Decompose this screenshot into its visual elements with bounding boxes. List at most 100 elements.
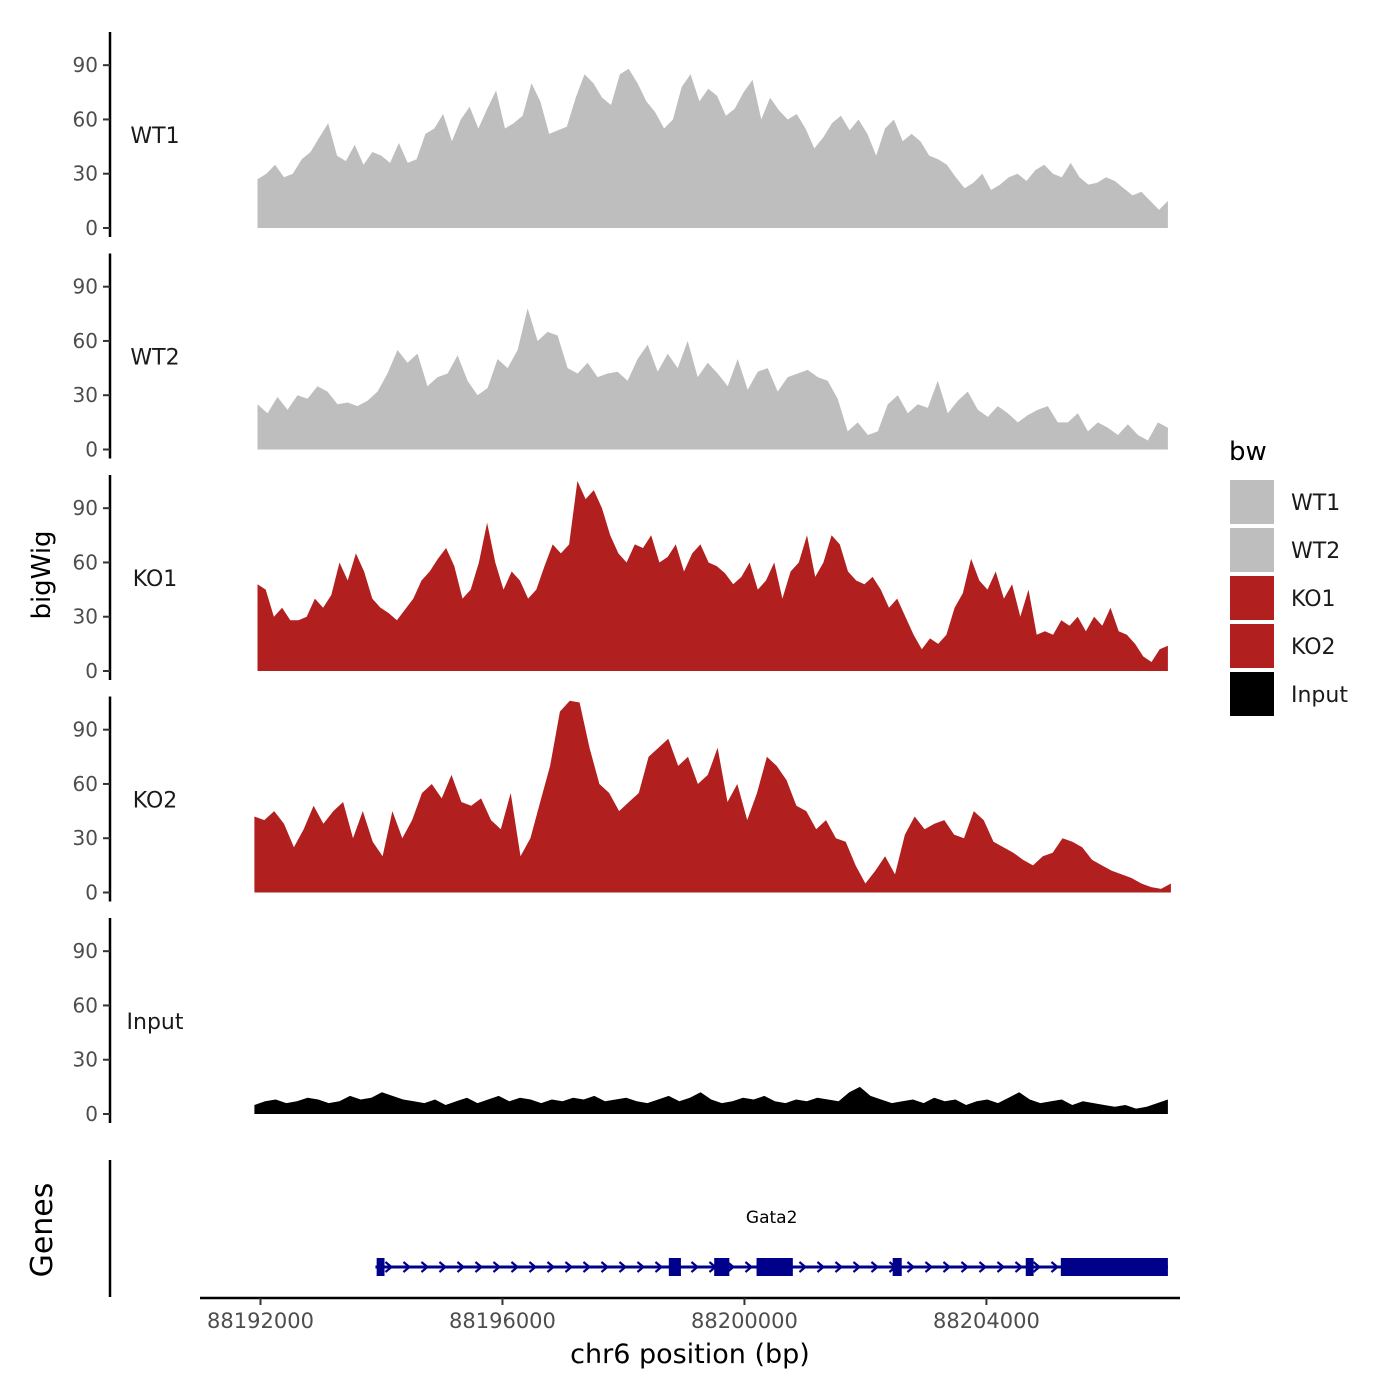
gene-label: Gata2 — [746, 1208, 798, 1228]
gene-exon — [714, 1258, 730, 1276]
gene-track: Gata2 — [108, 1160, 1168, 1297]
legend-item-ko1: KO1 — [1230, 576, 1336, 620]
legend-label: KO2 — [1291, 635, 1336, 660]
strand-arrow — [402, 1261, 412, 1273]
signal-area-wt1 — [257, 68, 1168, 228]
strand-arrow — [816, 1261, 826, 1273]
y-tick-label: 60 — [73, 772, 98, 796]
strand-arrow — [726, 1261, 736, 1273]
legend-label: KO1 — [1291, 587, 1336, 612]
y-tick-label: 60 — [73, 550, 98, 574]
y-tick-label: 30 — [73, 383, 98, 407]
y-tick-label: 90 — [73, 939, 98, 963]
legend-item-ko2: KO2 — [1230, 624, 1336, 668]
y-tick-label: 30 — [73, 1048, 98, 1072]
y-tick-label: 30 — [73, 162, 98, 186]
strand-arrow — [906, 1261, 916, 1273]
strand-arrow — [600, 1261, 610, 1273]
strand-arrow — [510, 1261, 520, 1273]
strand-arrow — [798, 1261, 808, 1273]
strand-arrow — [1050, 1261, 1060, 1273]
strand-arrow — [852, 1261, 862, 1273]
legend-item-wt1: WT1 — [1230, 480, 1340, 524]
x-axis-title: chr6 position (bp) — [570, 1339, 810, 1370]
strand-arrow — [1014, 1261, 1024, 1273]
panel-label: Input — [127, 1010, 184, 1035]
y-tick-label: 90 — [73, 275, 98, 299]
legend-swatch — [1230, 528, 1274, 572]
gene-exon — [668, 1258, 681, 1276]
strand-arrow — [978, 1261, 988, 1273]
gene-track-title: Genes — [25, 1183, 60, 1278]
track-ko1: 0 30 60 90 KO1 — [73, 475, 1168, 683]
legend-label: WT1 — [1291, 491, 1340, 516]
strand-arrow — [492, 1261, 502, 1273]
strand-arrow — [834, 1261, 844, 1273]
legend-swatch — [1230, 624, 1274, 668]
x-tick-label: 88200000 — [691, 1309, 798, 1333]
y-tick-label: 0 — [85, 881, 98, 905]
y-tick-label: 90 — [73, 53, 98, 77]
strand-arrow — [744, 1261, 754, 1273]
signal-area-input — [254, 1086, 1168, 1114]
strand-arrow — [618, 1261, 628, 1273]
track-panels: 0 30 60 90 WT1 0 30 60 90 WT2 0 30 60 90 KO1 0 30 60 90 KO2… — [73, 32, 1171, 1126]
legend-title: bw — [1229, 437, 1267, 467]
panel-label: KO1 — [133, 567, 178, 592]
y-tick-label: 0 — [85, 1102, 98, 1126]
signal-area-wt2 — [257, 308, 1168, 450]
y-tick-label: 60 — [73, 107, 98, 131]
legend-item-wt2: WT2 — [1230, 528, 1340, 572]
x-axis: 88192000 88196000 88200000 88204000 — [200, 1296, 1180, 1333]
gene-gata2: Gata2 — [375, 1208, 1168, 1276]
gene-exon — [1025, 1258, 1034, 1276]
legend-swatch — [1230, 576, 1274, 620]
track-wt2: 0 30 60 90 WT2 — [73, 253, 1168, 462]
signal-area-ko1 — [257, 481, 1168, 671]
y-tick-label: 60 — [73, 993, 98, 1017]
strand-arrow — [438, 1261, 448, 1273]
y-axis-title: bigWig — [27, 530, 57, 619]
gene-exon — [892, 1258, 902, 1276]
strand-arrow — [384, 1261, 394, 1273]
legend: bw WT1 WT2 KO1 KO2 Input — [1229, 437, 1348, 716]
y-tick-label: 30 — [73, 826, 98, 850]
track-wt1: 0 30 60 90 WT1 — [73, 32, 1168, 240]
y-tick-label: 0 — [85, 216, 98, 240]
strand-arrow — [960, 1261, 970, 1273]
y-tick-label: 30 — [73, 605, 98, 629]
strand-arrow — [654, 1261, 664, 1273]
strand-arrow — [636, 1261, 646, 1273]
strand-arrow — [456, 1261, 466, 1273]
strand-arrow — [420, 1261, 430, 1273]
legend-swatch — [1230, 672, 1274, 716]
legend-label: Input — [1291, 683, 1348, 708]
strand-arrow — [546, 1261, 556, 1273]
strand-arrow — [942, 1261, 952, 1273]
legend-swatch — [1230, 480, 1274, 524]
track-input: 0 30 60 90 Input — [73, 918, 1168, 1126]
strand-arrow — [1032, 1261, 1042, 1273]
x-tick-label: 88204000 — [933, 1309, 1040, 1333]
y-tick-label: 0 — [85, 438, 98, 462]
strand-arrow — [924, 1261, 934, 1273]
y-tick-label: 90 — [73, 718, 98, 742]
strand-arrow — [582, 1261, 592, 1273]
legend-item-input: Input — [1230, 672, 1348, 716]
strand-arrow — [474, 1261, 484, 1273]
panel-label: KO2 — [133, 789, 178, 814]
gene-exon — [376, 1258, 385, 1276]
gene-exon — [1060, 1258, 1168, 1276]
track-ko2: 0 30 60 90 KO2 — [73, 696, 1171, 905]
strand-arrow — [564, 1261, 574, 1273]
strand-arrow — [996, 1261, 1006, 1273]
y-tick-label: 0 — [85, 659, 98, 683]
panel-label: WT2 — [130, 346, 179, 371]
gene-exon — [756, 1258, 793, 1276]
legend-label: WT2 — [1291, 539, 1340, 564]
strand-arrow — [870, 1261, 880, 1273]
strand-arrow — [690, 1261, 700, 1273]
x-tick-label: 88196000 — [449, 1309, 556, 1333]
y-tick-label: 60 — [73, 329, 98, 353]
